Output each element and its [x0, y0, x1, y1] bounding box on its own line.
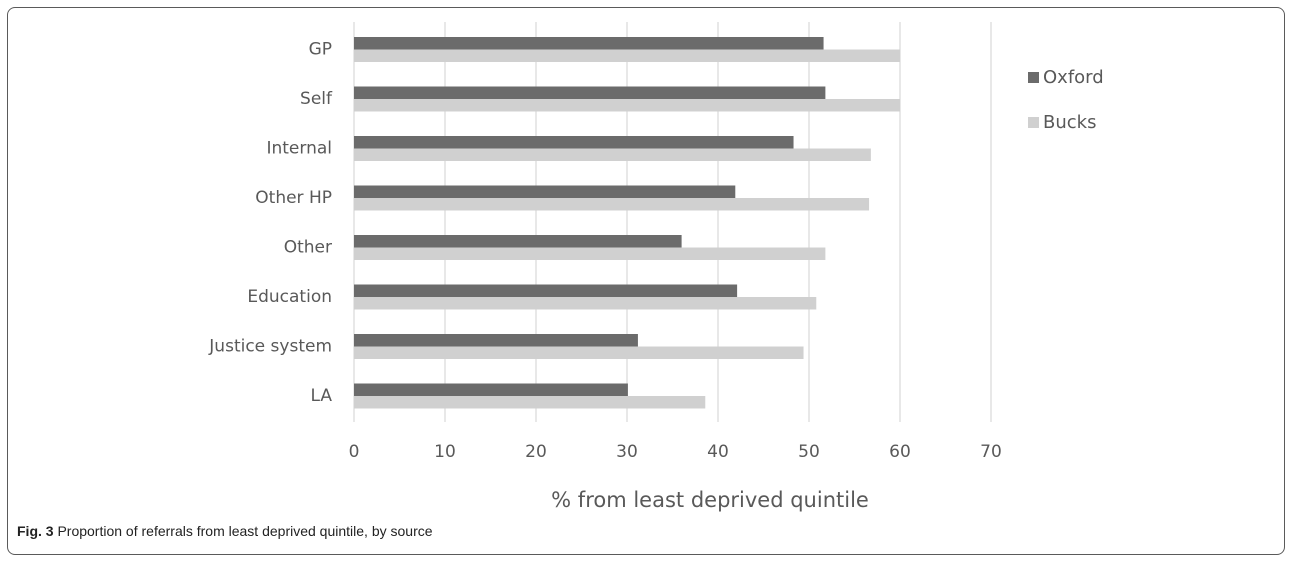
- gridlines: [353, 22, 992, 422]
- legend: Oxford Bucks: [1028, 67, 1104, 133]
- category-label: GP: [309, 40, 332, 60]
- bar-oxford-internal: [354, 136, 794, 149]
- bar-bucks-internal: [354, 148, 871, 161]
- category-labels: GP Self Internal Other HP Other Education Just…: [208, 40, 333, 407]
- x-tick-label: 30: [616, 442, 638, 462]
- bar-bucks-other: [354, 247, 826, 260]
- legend-swatch-oxford: [1028, 72, 1039, 83]
- legend-label-bucks: Bucks: [1043, 112, 1096, 133]
- bar-oxford-other: [354, 235, 682, 248]
- bar-bucks-gp: [354, 49, 900, 62]
- bar-oxford-la: [354, 383, 628, 396]
- bars: [354, 37, 900, 409]
- bar-bucks-justice-system: [354, 346, 804, 359]
- figure-caption: Fig. 3 Proportion of referrals from leas…: [17, 523, 433, 539]
- category-label: Internal: [266, 139, 332, 159]
- bar-bucks-education: [354, 297, 817, 310]
- bar-oxford-justice-system: [354, 334, 638, 347]
- legend-label-oxford: Oxford: [1043, 67, 1104, 88]
- bar-oxford-self: [354, 86, 826, 99]
- bar-bucks-la: [354, 396, 706, 409]
- category-label: Self: [300, 89, 333, 109]
- x-tick-label: 40: [707, 442, 729, 462]
- category-label: Justice system: [208, 337, 332, 357]
- x-tick-label: 60: [889, 442, 911, 462]
- x-tick-label: 50: [798, 442, 820, 462]
- bar-bucks-other-hp: [354, 198, 870, 211]
- bar-oxford-other-hp: [354, 185, 736, 198]
- bar-oxford-education: [354, 284, 738, 297]
- caption-label: Fig. 3: [17, 523, 54, 539]
- x-tick-label: 10: [434, 442, 456, 462]
- legend-swatch-bucks: [1028, 117, 1039, 128]
- x-tick-label: 70: [980, 442, 1002, 462]
- category-label: LA: [311, 386, 333, 406]
- x-tick-label: 20: [525, 442, 547, 462]
- caption-text: Proportion of referrals from least depri…: [53, 523, 433, 539]
- bar-oxford-gp: [354, 37, 824, 50]
- category-label: Education: [247, 287, 332, 307]
- category-label: Other HP: [255, 188, 332, 208]
- figure-frame: [7, 7, 1285, 555]
- x-tick-label: 0: [349, 442, 360, 462]
- x-axis-title: % from least deprived quintile: [551, 488, 869, 512]
- x-tick-labels: 0 10 20 30 40 50 60 70: [349, 442, 1002, 462]
- bar-bucks-self: [354, 99, 900, 112]
- category-label: Other: [284, 238, 332, 258]
